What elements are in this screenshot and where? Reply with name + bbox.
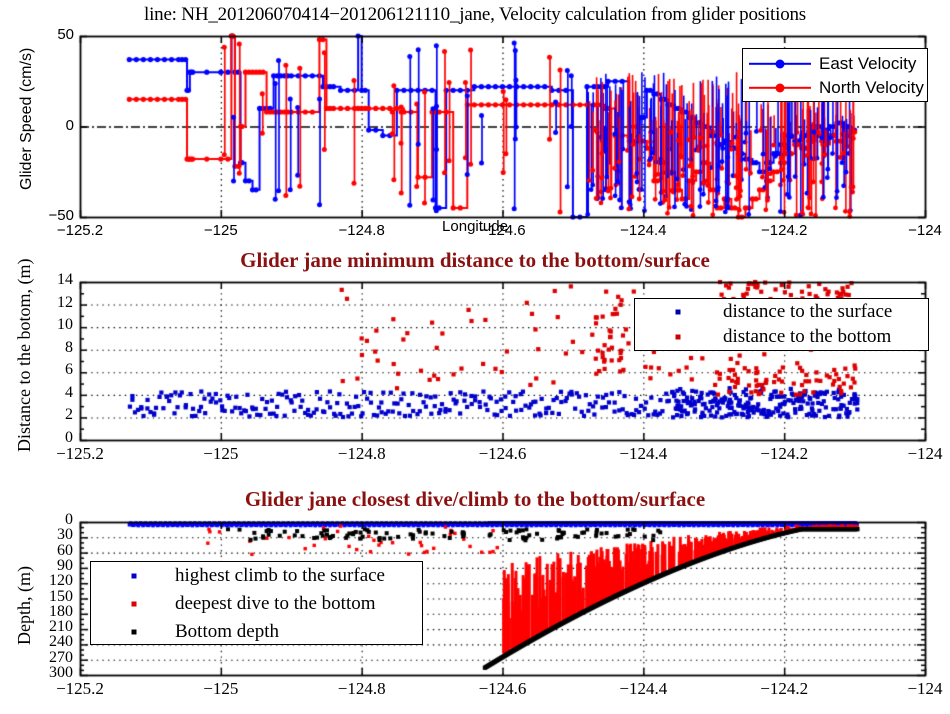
velocity-ytick-50: 50 <box>57 26 74 43</box>
climb-marker-icon <box>119 567 149 585</box>
distance-ytick-0: 0 <box>65 429 73 446</box>
velocity-ytick-0: 0 <box>65 116 74 134</box>
depth-xtick-4: −124.4 <box>619 679 668 698</box>
depth-ytick-180: 180 <box>49 602 73 620</box>
surface-marker-icon <box>663 303 693 321</box>
distance-ytick-12: 12 <box>57 293 73 311</box>
legend-label-north-velocity: North Velocity <box>819 78 924 97</box>
distance-xtick-6: −124 <box>907 444 943 463</box>
depth-xtick-3: −124.6 <box>478 679 527 698</box>
depth-xtick-5: −124.2 <box>760 679 809 698</box>
distance-xtick-0: −125.2 <box>56 444 104 463</box>
legend-item-deepest-dive: deepest dive to the bottom <box>91 590 422 618</box>
dive-marker-icon <box>119 595 149 613</box>
velocity-ytick-neg50: −50 <box>48 207 74 224</box>
distance-ytick-4: 4 <box>65 383 73 401</box>
distance-xtick-4: −124.4 <box>619 444 668 463</box>
depth-ytick-210: 210 <box>49 618 73 636</box>
distance-ytick-10: 10 <box>57 316 73 334</box>
legend-item-north-velocity: North Velocity <box>743 76 927 100</box>
bottom-depth-marker-icon <box>119 623 149 641</box>
legend-label-highest-climb: highest climb to the surface <box>175 565 385 586</box>
depth-ytick-60: 60 <box>57 541 73 559</box>
legend-label-east-velocity: East Velocity <box>819 54 917 73</box>
distance-xtick-2: −124.8 <box>337 444 386 463</box>
distance-legend: distance to the surface distance to the … <box>634 298 929 351</box>
depth-ytick-120: 120 <box>49 572 73 590</box>
legend-item-east-velocity: East Velocity <box>743 52 927 76</box>
distance-ytick-8: 8 <box>65 338 73 356</box>
depth-ytick-0: 0 <box>65 511 73 528</box>
depth-xtick-2: −124.8 <box>337 679 386 698</box>
depth-ytick-240: 240 <box>49 633 73 651</box>
distance-xtick-3: −124.6 <box>478 444 527 463</box>
legend-label-deepest-dive: deepest dive to the bottom <box>175 593 376 614</box>
distance-ytick-6: 6 <box>65 361 73 379</box>
distance-panel-title: Glider jane minimum distance to the bott… <box>240 248 710 272</box>
figure-suptitle: line: NH_201206070414−201206121110_jane,… <box>143 4 806 25</box>
velocity-xtick-2: −124.8 <box>338 222 385 239</box>
distance-xtick-1: −125 <box>203 444 239 463</box>
depth-ytick-270: 270 <box>49 648 73 666</box>
depth-xtick-6: −124 <box>907 679 943 698</box>
velocity-xtick-3: −124.6 <box>479 222 526 239</box>
legend-label-bottom-depth: Bottom depth <box>175 621 279 642</box>
legend-label-distance-surface: distance to the surface <box>723 300 893 322</box>
depth-ytick-30: 30 <box>57 526 73 544</box>
velocity-x-axis-label: Longitude <box>442 218 508 235</box>
bottom-marker-icon <box>663 328 693 346</box>
east-velocity-line-icon <box>749 55 811 73</box>
depth-ytick-300: 300 <box>49 664 73 681</box>
depth-panel-title: Glider jane closest dive/climb to the bo… <box>244 487 706 511</box>
depth-y-axis-label: Depth, (m) <box>14 566 34 645</box>
legend-item-highest-climb: highest climb to the surface <box>91 562 422 590</box>
distance-ytick-14: 14 <box>57 271 73 288</box>
velocity-xtick-1: −125 <box>203 222 238 239</box>
depth-ytick-90: 90 <box>57 556 73 574</box>
north-velocity-line-icon <box>749 79 811 97</box>
legend-label-distance-bottom: distance to the bottom <box>723 325 892 347</box>
velocity-legend: East Velocity North Velocity <box>742 48 928 102</box>
legend-item-distance-bottom: distance to the bottom <box>635 324 928 349</box>
velocity-xtick-0: −125.2 <box>56 222 104 239</box>
velocity-y-axis-label: Glider Speed (cm/s) <box>18 47 35 190</box>
velocity-xtick-5: −124.2 <box>761 222 808 239</box>
distance-ytick-2: 2 <box>65 406 73 424</box>
velocity-xtick-4: −124.4 <box>620 222 667 239</box>
distance-xtick-5: −124.2 <box>760 444 809 463</box>
legend-item-bottom-depth: Bottom depth <box>91 618 422 646</box>
distance-y-axis-label: Distance to the botom, (m) <box>14 258 34 452</box>
depth-legend: highest climb to the surface deepest div… <box>90 561 423 645</box>
velocity-xtick-6: −124 <box>908 222 942 239</box>
depth-xtick-0: −125.2 <box>56 679 104 698</box>
legend-item-distance-surface: distance to the surface <box>635 299 928 324</box>
depth-xtick-1: −125 <box>203 679 239 698</box>
depth-ytick-150: 150 <box>49 587 73 605</box>
